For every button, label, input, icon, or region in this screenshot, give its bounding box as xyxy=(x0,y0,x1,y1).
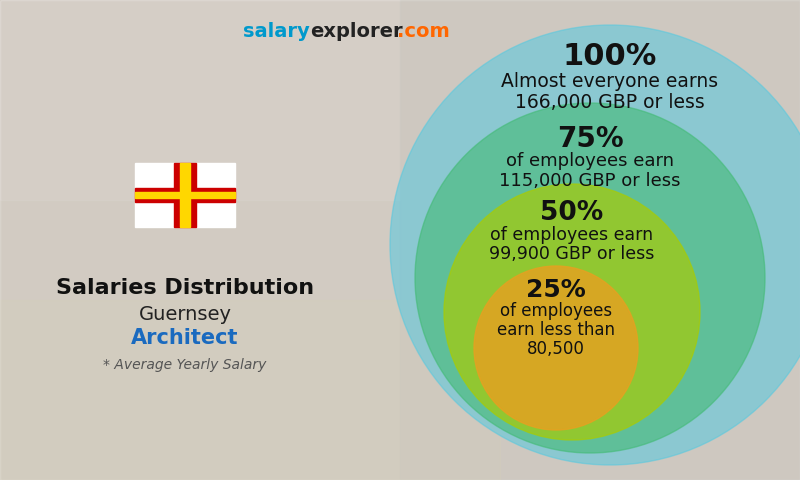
Text: 166,000 GBP or less: 166,000 GBP or less xyxy=(515,93,705,112)
Text: 25%: 25% xyxy=(526,278,586,302)
Circle shape xyxy=(390,25,800,465)
Circle shape xyxy=(444,184,700,440)
Text: 75%: 75% xyxy=(557,125,623,153)
Text: 115,000 GBP or less: 115,000 GBP or less xyxy=(499,172,681,190)
Text: 100%: 100% xyxy=(563,42,657,71)
Text: earn less than: earn less than xyxy=(497,321,615,339)
Bar xyxy=(180,163,190,227)
Circle shape xyxy=(474,266,638,430)
Bar xyxy=(135,188,235,202)
Text: 50%: 50% xyxy=(540,200,604,226)
Bar xyxy=(0,300,500,480)
Text: Architect: Architect xyxy=(131,328,238,348)
Bar xyxy=(135,192,235,198)
Text: of employees earn: of employees earn xyxy=(490,226,654,244)
Text: Guernsey: Guernsey xyxy=(138,305,231,324)
Text: salary: salary xyxy=(243,22,310,41)
Text: Almost everyone earns: Almost everyone earns xyxy=(502,72,718,91)
Text: of employees earn: of employees earn xyxy=(506,152,674,170)
Bar xyxy=(400,0,800,480)
Text: 99,900 GBP or less: 99,900 GBP or less xyxy=(490,245,654,263)
Text: 80,500: 80,500 xyxy=(527,339,585,358)
Text: of employees: of employees xyxy=(500,302,612,320)
Text: .com: .com xyxy=(397,22,450,41)
Bar xyxy=(135,163,235,227)
Text: * Average Yearly Salary: * Average Yearly Salary xyxy=(103,358,266,372)
Text: explorer: explorer xyxy=(310,22,402,41)
Bar xyxy=(174,163,196,227)
Circle shape xyxy=(415,103,765,453)
Text: Salaries Distribution: Salaries Distribution xyxy=(56,278,314,298)
Bar xyxy=(0,0,400,200)
